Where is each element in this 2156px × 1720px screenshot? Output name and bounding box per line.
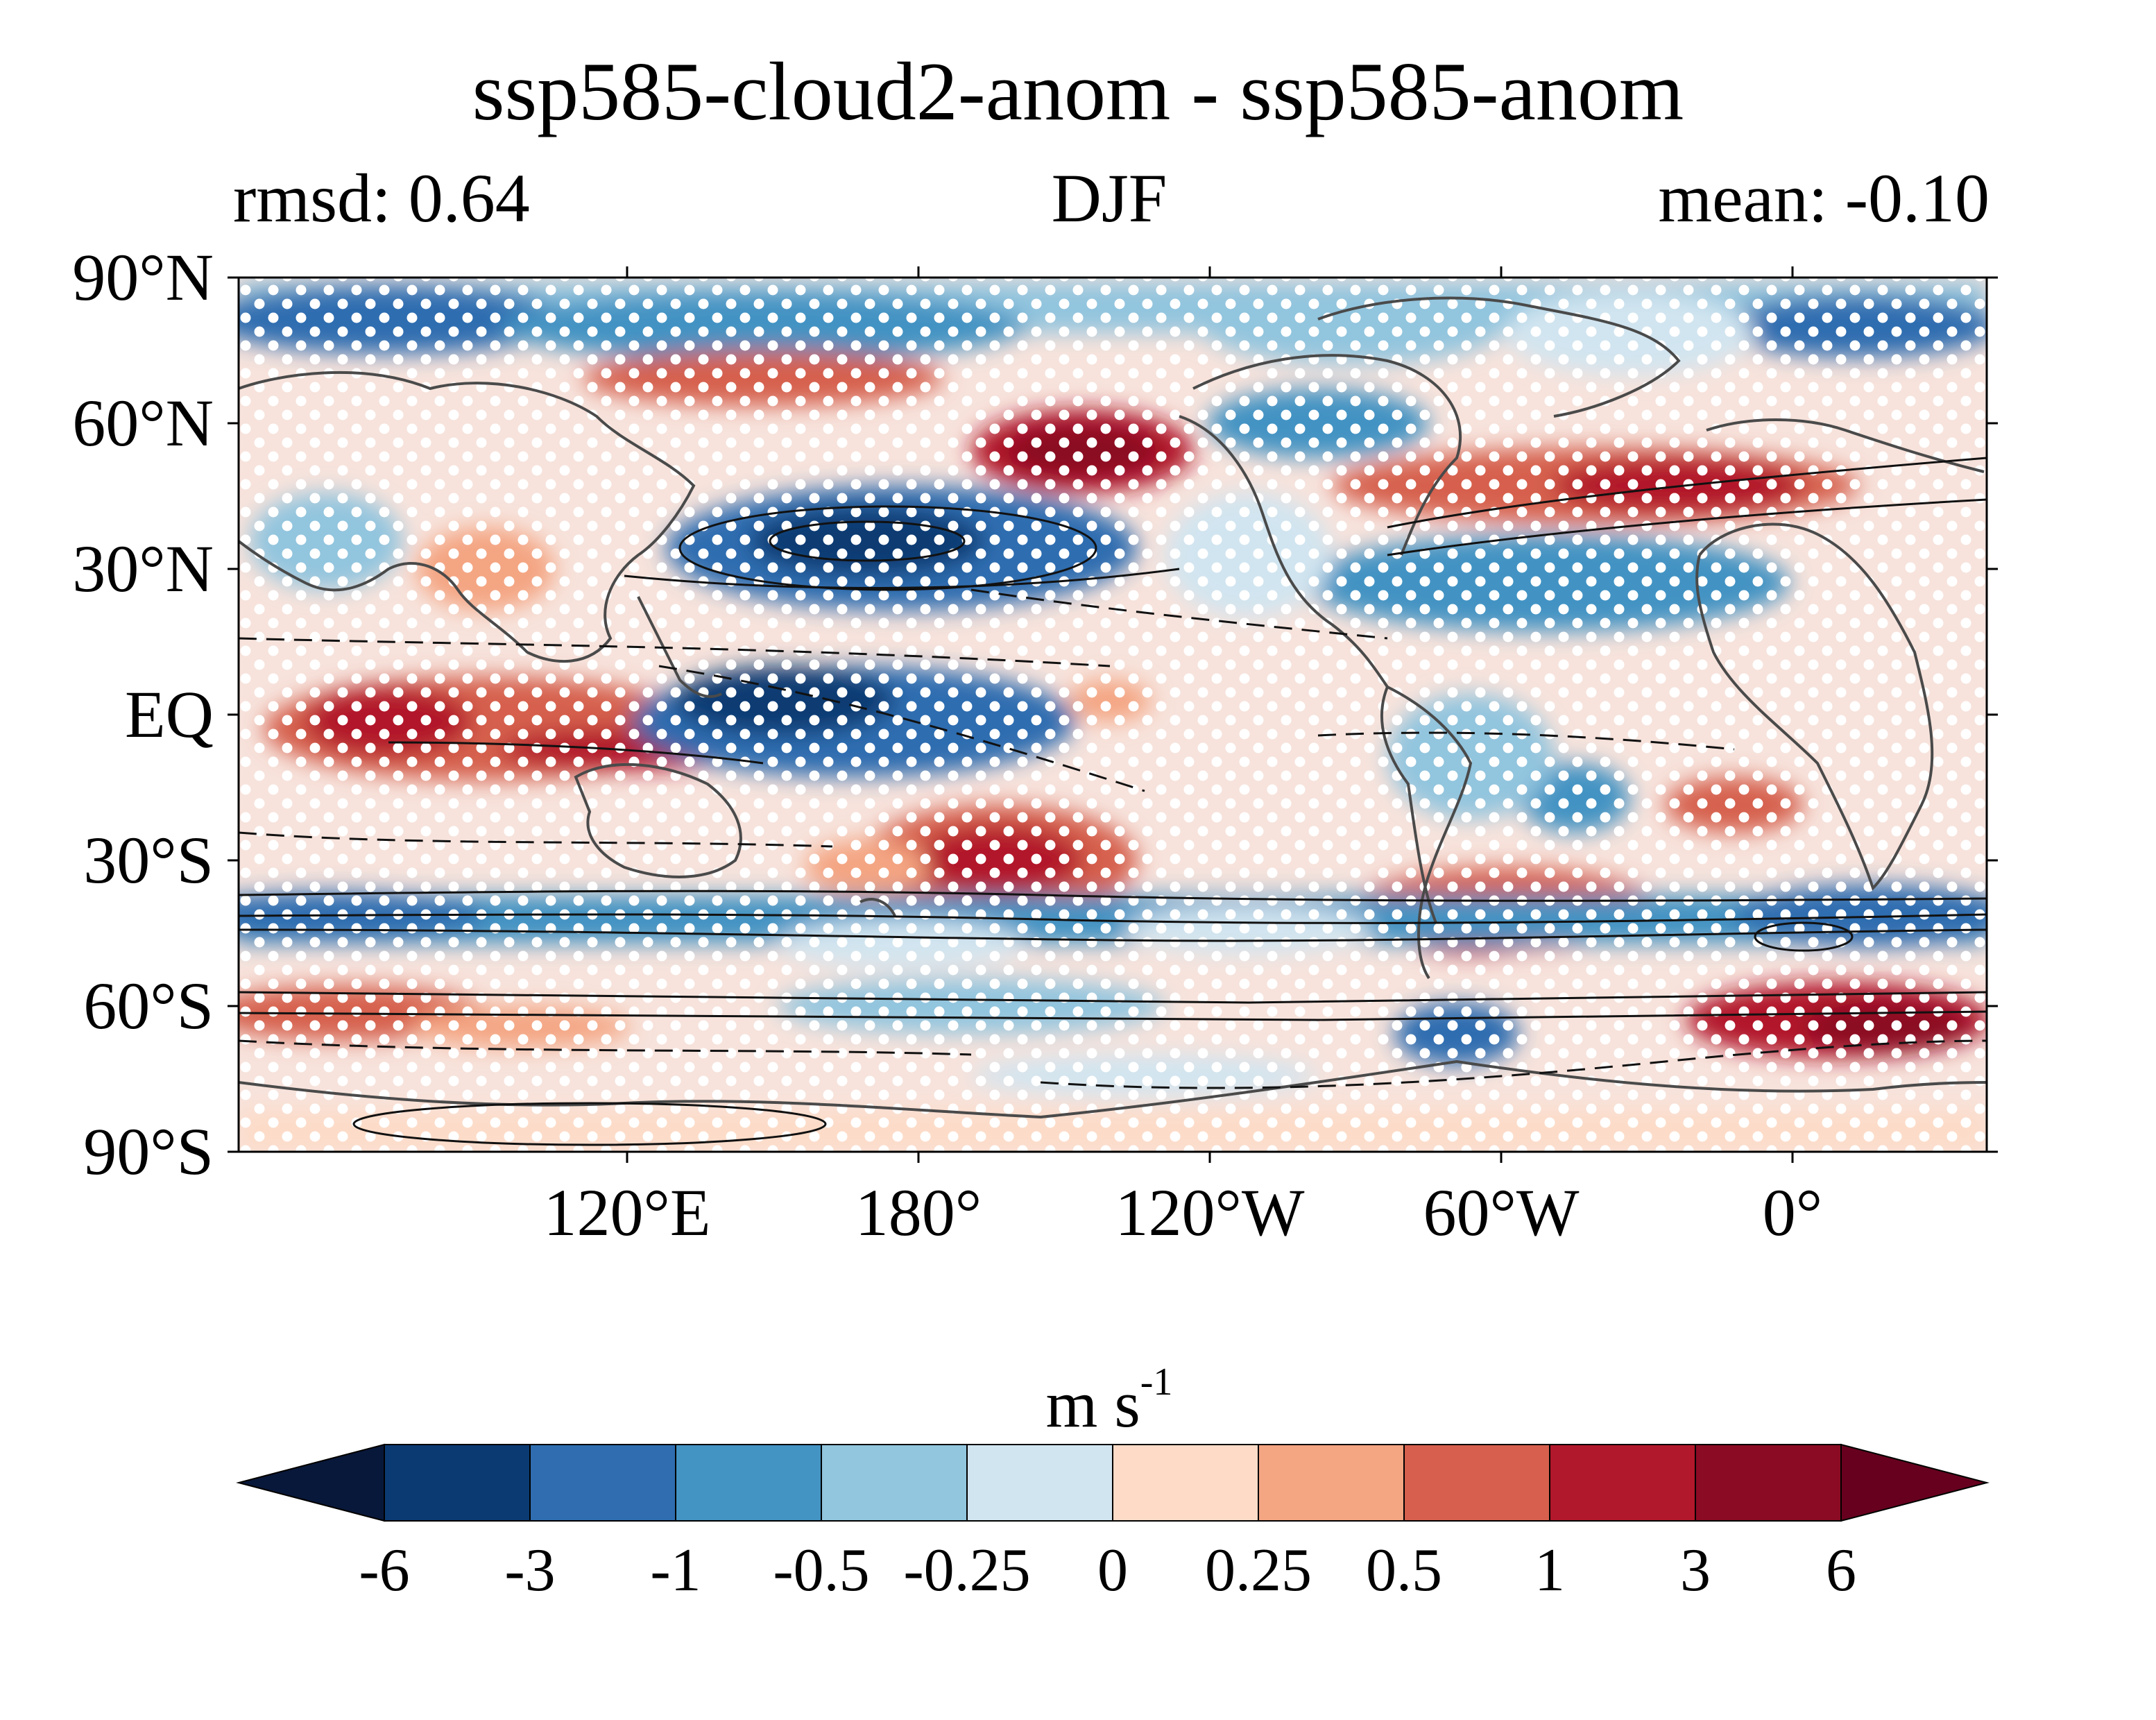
colorbar-tick-label: 0.5 — [1366, 1537, 1442, 1604]
colorbar-tick-label: 0 — [1097, 1537, 1128, 1604]
colorbar-segment — [529, 1444, 676, 1522]
rmsd-label: rmsd: 0.64 — [233, 160, 530, 237]
lat-label-60n: 60°N — [72, 386, 214, 460]
colorbar-tick-label: 3 — [1680, 1537, 1711, 1604]
lon-label-0: 0° — [1762, 1175, 1823, 1250]
lat-label-30n: 30°N — [72, 531, 214, 606]
dashed-contours — [239, 588, 1987, 1089]
colorbar-segment — [821, 1444, 968, 1522]
colorbar-segment — [1549, 1444, 1696, 1522]
lon-label-120w: 120°W — [1115, 1175, 1305, 1250]
colorbar-tick-label: 0.25 — [1205, 1537, 1312, 1604]
colorbar-segment — [1258, 1444, 1405, 1522]
coastlines — [239, 296, 1987, 1119]
colorbar-segment — [1112, 1444, 1259, 1522]
figure-title: ssp585-cloud2-anom - ssp585-anom — [472, 45, 1684, 137]
lat-label-90n: 90°N — [72, 240, 214, 314]
colorbar-tick-label: 6 — [1826, 1537, 1856, 1604]
units-exponent: -1 — [1140, 1361, 1173, 1404]
colorbar-tick-label: -1 — [650, 1537, 701, 1604]
colorbar — [236, 1443, 1990, 1522]
lon-label-60w: 60°W — [1423, 1175, 1580, 1250]
colorbar-segment — [384, 1444, 531, 1522]
colorbar-segment — [966, 1444, 1113, 1522]
contours — [239, 457, 1987, 1146]
lat-label-30s: 30°S — [83, 823, 214, 897]
colorbar-units: m s-1 — [0, 1360, 2156, 1442]
colorbar-extension-high — [1840, 1443, 1990, 1522]
lon-label-180: 180° — [855, 1175, 982, 1250]
lat-label-90s: 90°S — [83, 1114, 214, 1189]
colorbar-tick-label: -3 — [504, 1537, 556, 1604]
lat-label-eq: EQ — [125, 677, 214, 751]
colorbar-segment — [1695, 1444, 1842, 1522]
colorbar-extension-low — [236, 1443, 385, 1522]
units-base: m s — [1045, 1367, 1140, 1441]
colorbar-segment — [675, 1444, 822, 1522]
mean-label: mean: -0.10 — [1658, 160, 1990, 237]
colorbar-tick-label: -0.5 — [773, 1537, 870, 1604]
lat-label-60s: 60°S — [83, 969, 214, 1043]
anomaly-field — [239, 278, 1987, 1152]
colorbar-tick-label: -6 — [359, 1537, 410, 1604]
colorbar-tick-label: -0.25 — [903, 1537, 1031, 1604]
season-label: DJF — [1051, 160, 1167, 237]
axis-ticks — [228, 266, 1998, 1163]
colorbar-tick-label: 1 — [1534, 1537, 1565, 1604]
colorbar-segment — [1403, 1444, 1550, 1522]
lon-label-120e: 120°E — [543, 1175, 711, 1250]
